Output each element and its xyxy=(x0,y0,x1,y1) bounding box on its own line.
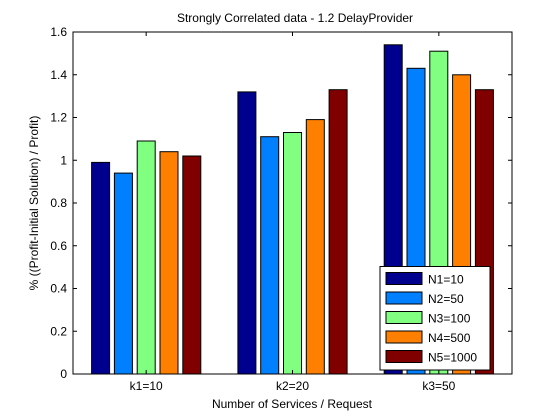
y-tick-label: 0.2 xyxy=(50,324,67,338)
legend-label: N4=500 xyxy=(428,331,471,345)
y-tick-label: 1.4 xyxy=(50,68,67,82)
x-axis-title: Number of Services / Request xyxy=(212,397,373,411)
bar-k1=10-N2=50 xyxy=(113,172,133,375)
y-tick-label: 0 xyxy=(60,367,67,381)
legend-label: N5=1000 xyxy=(428,351,477,365)
y-tick-label: 0.8 xyxy=(50,196,67,210)
bar-k1=10-N5=1000 xyxy=(182,155,202,375)
legend-swatch xyxy=(385,330,423,344)
legend-swatch xyxy=(385,350,423,363)
y-tick-label: 1 xyxy=(60,153,67,167)
x-tick-label: k1=10 xyxy=(130,379,163,393)
bar-k2=20-N2=50 xyxy=(260,136,280,375)
bar-k2=20-N3=100 xyxy=(283,132,302,375)
axis-ticks: k1=10 k2=20 k3=50 0 0.2 0.4 0.6 0.8 1 1.2 1.4 1.6 xyxy=(50,25,512,393)
y-tick-label: 0.6 xyxy=(50,239,67,253)
bar-k1=10-N3=100 xyxy=(136,140,156,375)
y-tick-label: 1.2 xyxy=(50,111,67,125)
x-tick-label: k3=50 xyxy=(422,379,455,393)
bars-layer xyxy=(91,44,494,375)
legend-swatch xyxy=(385,291,423,305)
legend-label: N1=10 xyxy=(428,273,464,287)
bar-k1=10-N4=500 xyxy=(159,151,179,375)
bar-k2=20-N5=1000 xyxy=(328,89,348,375)
y-axis-title: % ((Profit-Initial Solution) / Profit) xyxy=(27,116,41,291)
legend-swatch xyxy=(385,272,423,285)
legend-label: N2=50 xyxy=(428,292,464,306)
bar-k2=20-N1=10 xyxy=(237,91,257,375)
x-tick-label: k2=20 xyxy=(276,379,309,393)
legend-swatch xyxy=(385,311,423,324)
legend-label: N3=100 xyxy=(428,312,471,326)
chart-title: Strongly Correlated data - 1.2 DelayProv… xyxy=(177,11,413,25)
bar-k2=20-N4=500 xyxy=(305,119,325,375)
y-tick-label: 0.4 xyxy=(50,282,67,296)
legend: N1=10 N2=50 N3=100 N4=500 N5=1000 xyxy=(379,266,491,371)
bar-k1=10-N1=10 xyxy=(91,161,111,375)
y-tick-label: 1.6 xyxy=(50,25,67,39)
